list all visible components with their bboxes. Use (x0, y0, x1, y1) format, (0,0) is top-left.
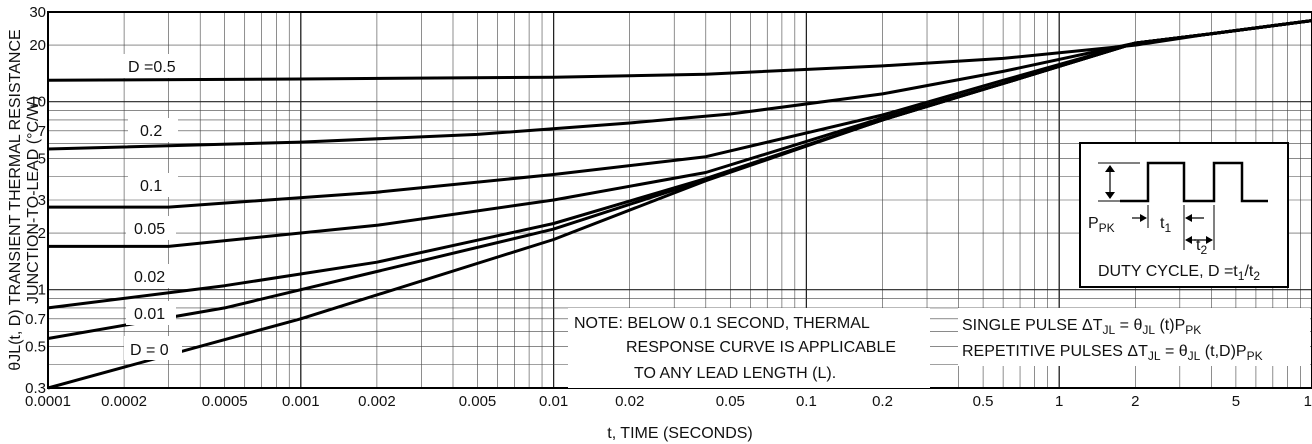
y-tick-label: 0.5 (25, 338, 46, 355)
x-axis-label: t, TIME (SECONDS) (607, 425, 753, 442)
curve-label-d0: D = 0 (130, 342, 169, 359)
note-line-3: TO ANY LEAD LENGTH (L). (634, 365, 836, 382)
y-tick-label: 7 (38, 123, 46, 140)
inset-duty-cycle-label: DUTY CYCLE, D =t1/t2 (1098, 263, 1260, 283)
y-tick-label: 30 (29, 4, 46, 21)
x-tick-label: 1 (1055, 393, 1063, 410)
y-tick-label: 1 (38, 282, 46, 299)
x-tick-label: 0.0005 (202, 393, 248, 410)
x-tick-label: 0.02 (615, 393, 644, 410)
x-tick-label: 0.002 (358, 393, 396, 410)
x-tick-label: 0.0002 (101, 393, 147, 410)
y-axis-label: θJL(t, D) TRANSIENT THERMAL RESISTANCE J… (7, 29, 42, 370)
y-tick-label: 10 (29, 94, 46, 111)
y-axis-label-line2: JUNCTION-TO-LEAD (°C/W) (25, 96, 42, 304)
x-tick-label: 5 (1232, 393, 1240, 410)
curve-0-2 (47, 19, 1312, 151)
x-tick-label: 10 (1304, 393, 1312, 410)
x-tick-label: 0.1 (796, 393, 817, 410)
curve-d-0 (47, 19, 1312, 390)
note-line-2: RESPONSE CURVE IS APPLICABLE (626, 339, 896, 356)
x-tick-label: 0.01 (539, 393, 568, 410)
note-block: NOTE: BELOW 0.1 SECOND, THERMAL RESPONSE… (568, 308, 930, 388)
y-tick-label: 0.3 (25, 380, 46, 397)
y-tick-labels: 0.3 0.5 0.7 1 2 3 5 7 10 20 30 (25, 4, 46, 397)
curves (47, 19, 1312, 390)
y-axis-label-line1: θJL(t, D) TRANSIENT THERMAL RESISTANCE (7, 29, 24, 370)
duty-cycle-inset: PPK t1 t2 DUTY CYCLE, D =t1/t2 (1079, 142, 1289, 288)
formula-repetitive-pulses: REPETITIVE PULSES ΔTJL = θJL (t,D)PPK (962, 343, 1263, 363)
y-tick-label: 2 (38, 225, 46, 242)
note-line-1: NOTE: BELOW 0.1 SECOND, THERMAL (574, 315, 870, 332)
x-tick-label: 0.5 (973, 393, 994, 410)
x-tick-labels: 0.0001 0.0002 0.0005 0.001 0.002 0.005 0.01 0.0… (25, 393, 1312, 410)
y-tick-label: 3 (38, 192, 46, 209)
inset-t1-label: t1 (1160, 215, 1171, 235)
x-tick-label: 0.001 (282, 393, 320, 410)
pulse-train-waveform (1120, 161, 1268, 203)
x-tick-label: 2 (1131, 393, 1139, 410)
formula-block: SINGLE PULSE ΔTJL = θJL (t)PPK REPETITIV… (958, 308, 1310, 366)
curve-label-d001: 0.01 (134, 306, 165, 323)
x-tick-label: 0.05 (716, 393, 745, 410)
curve-label-d002: 0.02 (134, 269, 165, 286)
formula-single-pulse: SINGLE PULSE ΔTJL = θJL (t)PPK (962, 317, 1201, 337)
inset-t2-label: t2 (1196, 237, 1207, 257)
curve-label-d05: D =0.5 (128, 59, 176, 76)
curve-label-d005: 0.05 (134, 221, 165, 238)
y-tick-label: 5 (38, 150, 46, 167)
inset-ppk-label: PPK (1088, 215, 1115, 235)
x-tick-label: 0.005 (459, 393, 497, 410)
curve-labels: D =0.5 0.2 0.1 0.05 0.02 0.01 D = 0 (122, 54, 190, 360)
curve-d-0-5 (47, 19, 1312, 82)
x-tick-label: 0.2 (872, 393, 893, 410)
y-tick-label: 0.7 (25, 311, 46, 328)
curve-label-d01: 0.1 (140, 178, 162, 195)
x-tick-label: 0.0001 (25, 393, 71, 410)
curve-label-d02: 0.2 (140, 123, 162, 140)
y-tick-label: 20 (29, 37, 46, 54)
